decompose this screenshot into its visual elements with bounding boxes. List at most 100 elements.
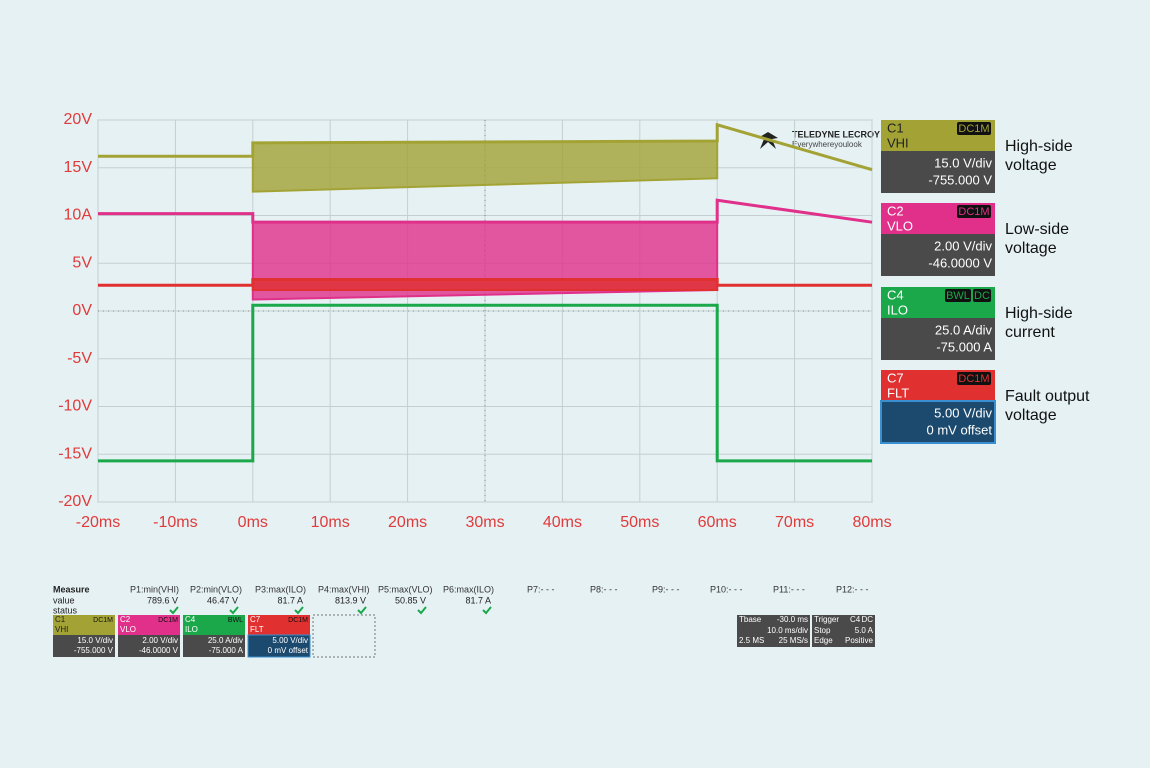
param-label: P6:max(ILO)	[443, 584, 494, 594]
channel-id: C1	[887, 120, 904, 135]
channel-body	[881, 318, 995, 360]
mini-offset: -46.0000 V	[139, 646, 179, 655]
status-text: Tbase	[739, 615, 762, 624]
mini-body	[247, 634, 311, 658]
status-text: 2.5 MS	[739, 636, 764, 645]
y-tick-label: 0V	[72, 302, 92, 319]
coupling-label: DC1M	[958, 123, 989, 135]
mini-coupling: BWL	[228, 617, 243, 624]
mini-id: C7	[250, 615, 261, 624]
channel-annotation: Low-side	[1005, 221, 1069, 238]
mini-name: VHI	[55, 625, 68, 634]
coupling-label: BWL	[946, 290, 970, 302]
trace-line	[98, 199, 873, 301]
mini-coupling: DC1M	[288, 617, 308, 624]
channel-annotation: voltage	[1005, 407, 1057, 424]
channel-annotation: High-side	[1005, 305, 1073, 322]
status-text: DC	[861, 615, 873, 624]
coupling-badge	[957, 205, 991, 218]
mini-id: C4	[185, 615, 196, 624]
mini-body	[53, 635, 115, 657]
y-tick-label: -5V	[67, 350, 92, 367]
status-text: Trigger	[814, 615, 839, 624]
x-tick-label: 30ms	[465, 514, 504, 531]
param-value: 789.6 V	[147, 595, 178, 605]
coupling-badge	[945, 289, 971, 302]
measure-title: Measure	[53, 584, 90, 594]
mini-name: VLO	[120, 625, 136, 634]
mini-scale: 5.00 V/div	[272, 636, 308, 645]
param-label: P3:max(ILO)	[255, 584, 306, 594]
row-label: status	[53, 605, 78, 615]
status-text: -30.0 ms	[777, 615, 808, 624]
param-label: P4:max(VHI)	[318, 584, 370, 594]
trace-line	[98, 284, 872, 291]
channel-annotation: current	[1005, 324, 1055, 341]
y-tick-label: -15V	[58, 445, 92, 462]
x-tick-label: 70ms	[775, 514, 814, 531]
param-label: P8:- - -	[590, 584, 618, 594]
status-check	[482, 606, 492, 615]
coupling-label: DC	[974, 290, 990, 302]
trigger-box	[812, 615, 875, 647]
status-check	[417, 606, 427, 615]
y-tick-label: -20V	[58, 493, 92, 510]
x-tick-label: 10ms	[311, 514, 350, 531]
logo-tagline: Everywhereyoulook	[792, 140, 863, 149]
param-label: P10:- - -	[710, 584, 743, 594]
status-check	[294, 606, 304, 615]
channel-offset: 0 mV offset	[926, 422, 992, 437]
mini-scale: 15.0 V/div	[77, 636, 113, 645]
trace-line	[98, 123, 873, 193]
channel-scale: 15.0 V/div	[934, 155, 992, 170]
coupling-badge	[957, 372, 991, 385]
mini-name: FLT	[250, 625, 264, 634]
mini-offset: -75.000 A	[209, 646, 244, 655]
channel-id: C4	[887, 287, 904, 302]
x-tick-label: 80ms	[852, 514, 891, 531]
mini-header	[248, 615, 310, 635]
param-value: 813.9 V	[335, 595, 366, 605]
row-label: value	[53, 595, 75, 605]
mini-coupling: DC1M	[93, 617, 113, 624]
x-tick-label: -10ms	[153, 514, 197, 531]
mini-header	[183, 615, 245, 635]
y-tick-label: -10V	[58, 398, 92, 415]
mini-scale: 25.0 A/div	[208, 636, 243, 645]
x-tick-label: 40ms	[543, 514, 582, 531]
param-label: P7:- - -	[527, 584, 555, 594]
channel-offset: -75.000 A	[936, 339, 992, 354]
channel-name: VLO	[887, 218, 913, 233]
status-check	[169, 606, 179, 615]
channel-name: ILO	[887, 302, 908, 317]
mini-body	[183, 635, 245, 657]
mini-id: C2	[120, 615, 131, 624]
trace-band	[98, 200, 872, 300]
channel-body	[880, 400, 996, 444]
status-text: 10.0 ms/div	[767, 626, 808, 635]
timebase-box	[737, 615, 810, 647]
status-text: Stop	[814, 626, 831, 635]
channel-annotation: voltage	[1005, 240, 1057, 257]
channel-name: VHI	[887, 135, 909, 150]
status-text: Edge	[814, 636, 833, 645]
y-tick-label: 20V	[64, 111, 93, 128]
coupling-label: DC1M	[958, 206, 989, 218]
coupling-badge	[957, 122, 991, 135]
status-text: 25 MS/s	[779, 636, 808, 645]
mini-offset: 0 mV offset	[268, 646, 309, 655]
mini-body	[118, 635, 180, 657]
param-label: P2:min(VLO)	[190, 584, 242, 594]
x-tick-label: 50ms	[620, 514, 659, 531]
channel-annotation: Fault output	[1005, 388, 1090, 405]
channel-body	[881, 151, 995, 193]
mini-coupling: DC1M	[158, 617, 178, 624]
x-tick-label: 0ms	[238, 514, 268, 531]
mini-offset: -755.000 V	[74, 646, 114, 655]
channel-id: C7	[887, 370, 904, 385]
x-tick-label: -20ms	[76, 514, 120, 531]
channel-id: C2	[887, 203, 904, 218]
status-text: 5.0 A	[855, 626, 874, 635]
